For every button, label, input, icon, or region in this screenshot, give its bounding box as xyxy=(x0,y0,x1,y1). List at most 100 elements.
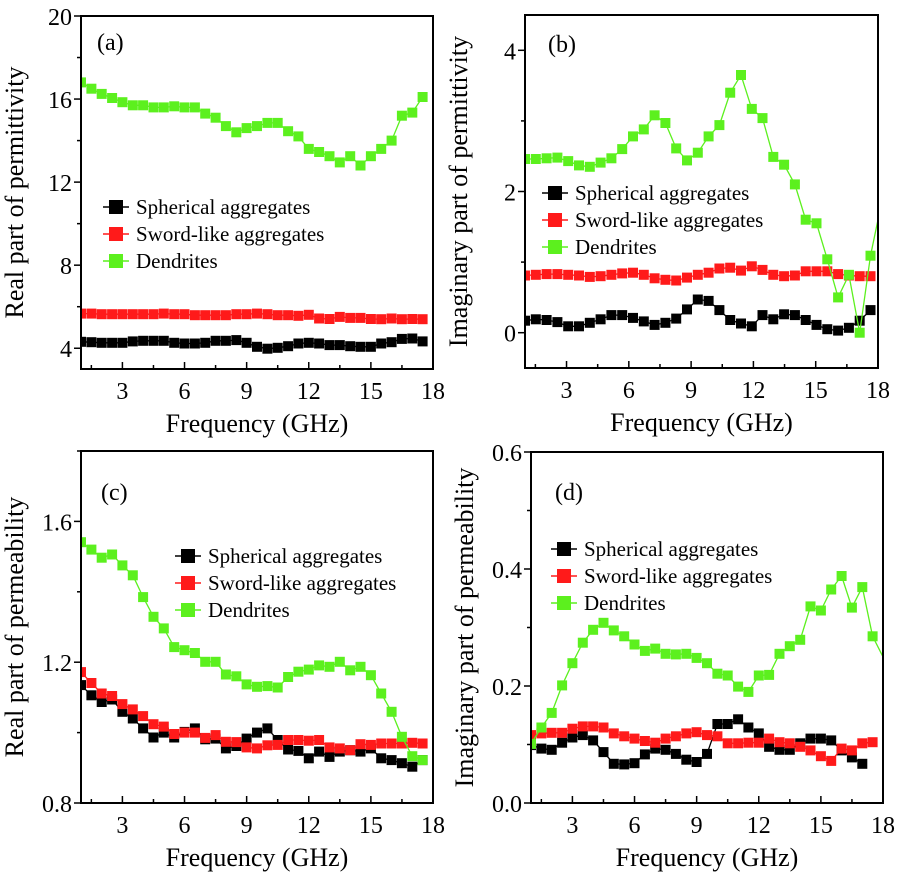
data-point-dendrites xyxy=(127,570,138,581)
x-tick-label: 12 xyxy=(747,813,771,839)
data-point-spherical xyxy=(220,335,231,346)
data-point-sword xyxy=(396,738,407,749)
data-point-spherical xyxy=(252,727,262,738)
data-point-sword xyxy=(293,310,304,321)
data-point-dendrites xyxy=(386,706,397,717)
data-point-sword xyxy=(127,309,138,320)
data-point-dendrites xyxy=(138,100,149,111)
data-point-sword xyxy=(220,736,231,747)
data-point-dendrites xyxy=(619,631,630,642)
data-point-dendrites xyxy=(355,160,366,171)
data-point-dendrites xyxy=(283,126,294,137)
series-line-dendrites xyxy=(525,73,878,333)
data-point-sword xyxy=(606,269,617,280)
legend-marker-sword xyxy=(109,227,123,241)
data-point-sword xyxy=(303,735,314,746)
data-point-spherical xyxy=(563,321,574,332)
data-point-spherical xyxy=(746,321,757,332)
y-tick-label: 0.2 xyxy=(492,675,522,701)
legend-item-sword: Sword-like aggregates xyxy=(551,564,772,588)
data-point-dendrites xyxy=(407,751,418,762)
data-point-dendrites xyxy=(815,605,826,616)
data-point-dendrites xyxy=(857,582,868,593)
data-point-sword xyxy=(334,311,345,322)
data-point-spherical xyxy=(376,338,387,349)
data-point-sword xyxy=(639,736,650,746)
data-point-dendrites xyxy=(650,643,661,654)
data-point-spherical xyxy=(334,340,345,351)
data-point-sword xyxy=(334,743,345,754)
data-point-dendrites xyxy=(303,664,314,675)
x-tick-label: 15 xyxy=(359,813,383,839)
data-point-spherical xyxy=(736,318,746,329)
data-point-dendrites xyxy=(736,70,746,80)
data-point-sword xyxy=(365,739,376,750)
y-tick-label: 0.0 xyxy=(492,792,522,818)
data-point-dendrites xyxy=(530,154,541,164)
series-line-sword xyxy=(531,725,873,762)
data-point-spherical xyxy=(262,343,273,354)
data-point-spherical xyxy=(386,337,397,348)
data-point-spherical xyxy=(303,753,314,764)
data-point-sword xyxy=(262,740,273,751)
data-point-dendrites xyxy=(757,113,768,124)
data-point-sword xyxy=(598,722,609,733)
data-point-spherical xyxy=(314,746,325,757)
data-point-spherical xyxy=(702,748,712,759)
data-point-spherical xyxy=(822,324,833,335)
data-point-dendrites xyxy=(595,157,606,168)
data-point-spherical xyxy=(355,341,366,352)
legend-marker-spherical xyxy=(548,186,562,200)
data-point-sword xyxy=(355,312,366,323)
legend-marker-sword xyxy=(181,576,195,590)
data-point-dendrites xyxy=(681,648,692,659)
x-axis-label: Frequency (GHz) xyxy=(616,843,799,872)
data-point-spherical xyxy=(158,727,169,738)
data-point-dendrites xyxy=(314,147,325,157)
series-group xyxy=(81,77,428,354)
data-point-dendrites xyxy=(682,155,692,166)
data-point-sword xyxy=(376,314,387,325)
data-point-spherical xyxy=(628,312,638,323)
data-point-sword xyxy=(743,737,754,748)
data-point-spherical xyxy=(220,743,231,754)
data-point-sword xyxy=(169,309,180,320)
data-point-sword xyxy=(417,738,428,749)
data-point-dendrites xyxy=(324,661,335,672)
data-point-dendrites xyxy=(96,88,107,99)
data-point-spherical xyxy=(608,758,619,769)
data-point-dendrites xyxy=(345,151,356,162)
data-point-dendrites xyxy=(127,100,138,111)
x-axis-label: Frequency (GHz) xyxy=(610,408,793,437)
x-tick-label: 3 xyxy=(116,813,128,839)
data-point-spherical xyxy=(843,322,854,333)
data-point-dendrites xyxy=(753,670,764,681)
data-point-spherical xyxy=(639,749,650,760)
data-point-sword xyxy=(650,737,661,748)
legend: Spherical aggregates Sword-like aggregate… xyxy=(542,181,763,259)
data-point-dendrites xyxy=(789,179,800,190)
data-point-dendrites xyxy=(546,707,557,718)
data-point-spherical xyxy=(272,342,283,353)
data-point-sword xyxy=(691,727,702,738)
data-point-dendrites xyxy=(629,639,640,650)
data-point-sword xyxy=(857,738,868,749)
data-point-sword xyxy=(127,704,138,715)
y-axis-label: Imaginary part of permeability xyxy=(450,468,479,788)
data-point-sword xyxy=(628,267,638,278)
data-point-spherical xyxy=(86,337,97,348)
data-point-sword xyxy=(365,314,376,324)
data-point-spherical xyxy=(293,338,304,349)
y-tick-label: 0 xyxy=(504,322,516,348)
x-tick-label: 12 xyxy=(741,378,765,404)
data-point-spherical xyxy=(231,335,242,346)
data-point-sword xyxy=(757,264,768,275)
data-point-spherical xyxy=(650,743,661,754)
data-point-dendrites xyxy=(417,755,428,766)
data-point-sword xyxy=(386,313,397,324)
y-tick-label: 0.8 xyxy=(42,792,72,818)
data-point-sword xyxy=(272,739,283,750)
data-point-sword xyxy=(189,727,200,738)
x-tick-label: 3 xyxy=(566,813,578,839)
data-point-spherical xyxy=(541,315,552,325)
